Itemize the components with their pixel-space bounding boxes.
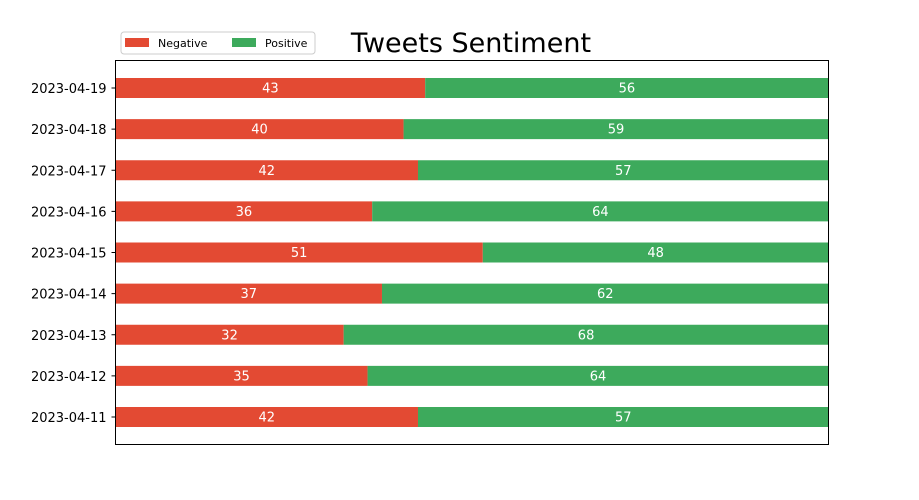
data-label-positive-2023-04-17: 57: [615, 164, 632, 179]
y-tick-label: 2023-04-14: [31, 288, 107, 303]
data-label-negative-2023-04-19: 43: [262, 82, 279, 97]
legend-label-positive: Positive: [265, 37, 308, 50]
legend-swatch-negative: [125, 38, 149, 47]
bar-positive-2023-04-15: [482, 242, 829, 263]
legend-swatch-positive: [232, 38, 256, 47]
legend-frame: [120, 31, 316, 55]
plot-frame: [115, 60, 829, 445]
bar-negative-2023-04-19: [115, 78, 426, 98]
chart-legend: Negative Positive: [120, 31, 316, 55]
bar-positive-2023-04-14: [381, 283, 829, 304]
data-label-positive-2023-04-13: 68: [578, 328, 595, 343]
bar-positive-2023-04-11: [417, 407, 829, 427]
data-label-positive-2023-04-19: 56: [619, 82, 636, 97]
data-label-positive-2023-04-12: 64: [590, 369, 607, 384]
data-label-positive-2023-04-16: 64: [592, 205, 609, 220]
bar-positive-2023-04-16: [372, 201, 829, 222]
bar-negative-2023-04-14: [115, 283, 382, 304]
data-label-negative-2023-04-14: 37: [240, 287, 257, 302]
data-label-positive-2023-04-18: 59: [608, 123, 625, 138]
y-tick-label: 2023-04-16: [31, 205, 107, 220]
data-label-negative-2023-04-11: 42: [258, 411, 275, 426]
chart-title: Tweets Sentiment: [350, 28, 591, 59]
data-label-negative-2023-04-13: 32: [221, 328, 238, 343]
y-axis-tick-labels: 2023-04-19 2023-04-18 2023-04-17 2023-04-16…: [31, 82, 116, 426]
y-tick-label: 2023-04-19: [31, 82, 107, 97]
bar-negative-2023-04-12: [115, 365, 368, 386]
y-tick-label: 2023-04-18: [31, 123, 107, 138]
bar-negative-2023-04-18: [115, 119, 404, 140]
bar-positive-2023-04-13: [343, 324, 829, 345]
bar-positive-2023-04-19: [425, 78, 829, 98]
bar-negative-2023-04-13: [115, 324, 344, 345]
bar-positive-2023-04-17: [417, 160, 829, 181]
data-label-negative-2023-04-12: 35: [233, 369, 250, 384]
data-label-positive-2023-04-14: 62: [597, 287, 614, 302]
y-tick-label: 2023-04-12: [31, 370, 107, 385]
bar-negative-2023-04-15: [115, 242, 483, 263]
bar-negative-2023-04-11: [115, 407, 418, 427]
data-label-positive-2023-04-11: 57: [615, 411, 632, 426]
data-label-negative-2023-04-15: 51: [291, 246, 308, 261]
bar-positive-2023-04-18: [403, 119, 829, 140]
y-tick-label: 2023-04-11: [31, 411, 107, 426]
bars-group: 43 56 40 59 42 57 36 64 51 48 37 62 32 68 35 64 42 57: [115, 78, 829, 427]
data-label-negative-2023-04-17: 42: [258, 164, 275, 179]
bar-negative-2023-04-17: [115, 160, 418, 181]
y-tick-label: 2023-04-17: [31, 164, 107, 179]
y-tick-label: 2023-04-13: [31, 329, 107, 344]
data-label-negative-2023-04-18: 40: [251, 123, 268, 138]
legend-label-negative: Negative: [158, 37, 208, 50]
bar-negative-2023-04-16: [115, 201, 373, 222]
data-label-positive-2023-04-15: 48: [647, 246, 664, 261]
bar-positive-2023-04-12: [367, 365, 829, 386]
data-label-negative-2023-04-16: 36: [236, 205, 253, 220]
y-tick-label: 2023-04-15: [31, 247, 107, 262]
